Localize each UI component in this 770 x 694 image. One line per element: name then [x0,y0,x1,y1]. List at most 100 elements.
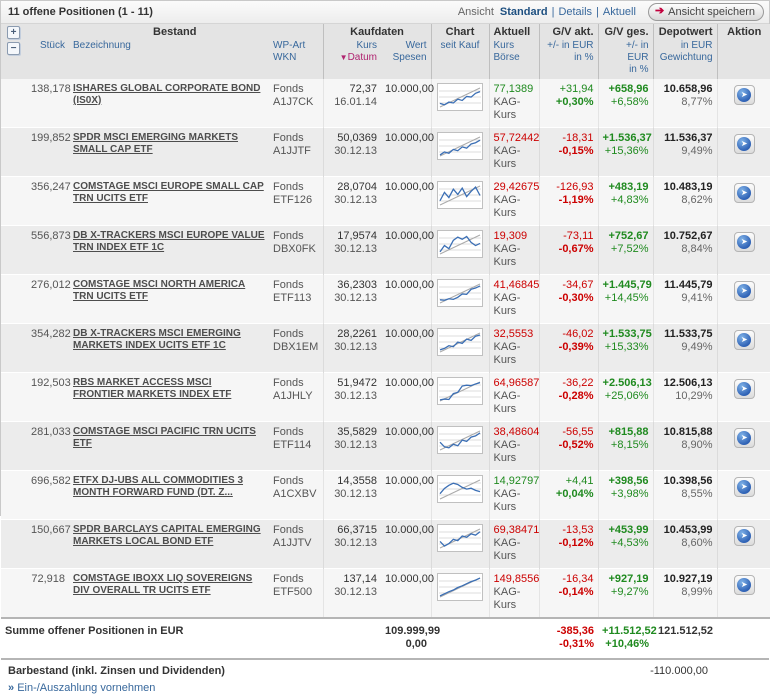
wkn-code: ETF113 [273,292,312,304]
blue-arrow-icon: ➤ [737,284,752,298]
gv-total-pct: +25,06% [604,390,649,402]
summary-gv-total: +11.512,52 +10,46% [598,617,657,658]
gv-today-eur: -73,11 [563,230,594,242]
buy-date: 30.12.13 [334,292,378,304]
price-sparkline [437,573,484,601]
col-stueck[interactable]: Stück [27,39,69,79]
trade-action-button[interactable]: ➤ [733,232,755,252]
buy-value: 10.000,00 [385,132,434,144]
wkn-code: DBX1EM [273,341,319,353]
summary-row: Summe offener Positionen in EUR 109.999,9… [1,617,770,658]
gv-today-pct: -0,15% [558,145,594,157]
buy-price: 28,0704 [337,181,378,193]
wkn-code: A1JJTF [273,145,311,157]
position-value: 12.506,13 [663,377,713,389]
gv-today-eur: +4,41 [565,475,594,487]
position-name-link[interactable]: DB X-TRACKERS MSCI EUROPE VALUE TRN INDE… [73,230,265,253]
current-price: 64,96587 [493,377,540,389]
col-wp-art-wkn[interactable]: WP-Art WKN [269,39,324,79]
view-link-details[interactable]: Details [558,6,593,18]
colgroup-gv-akt: G/V akt. [538,24,599,39]
gv-total-eur: +2.506,13 [602,377,652,389]
price-sparkline [437,524,484,552]
position-weight: 8,99% [681,586,713,598]
gv-total-eur: +927,19 [608,573,649,585]
trade-action-button[interactable]: ➤ [733,134,755,154]
trade-action-button[interactable]: ➤ [733,281,755,301]
row-expand-cell [1,226,27,275]
buy-value: 10.000,00 [385,279,434,291]
chart-cell [430,225,490,275]
shares-count: 192,503 [31,377,71,389]
buy-value: 10.000,00 [385,426,434,438]
current-price: 32,5553 [493,328,534,340]
position-name-link[interactable]: RBS MARKET ACCESS MSCI FRONTIER MARKETS … [73,377,232,400]
trade-action-button[interactable]: ➤ [733,526,755,546]
trade-action-button[interactable]: ➤ [733,575,755,595]
col-seit-kauf: seit Kauf [430,39,490,79]
view-link-standard[interactable]: Standard [499,6,548,18]
wkn-code: A1JHLY [273,390,313,402]
position-name-link[interactable]: ISHARES GLOBAL CORPORATE BOND (IS0X) [73,83,261,106]
deposit-withdraw-link-label: Ein-/Auszahlung vornehmen [17,682,156,694]
price-sparkline [437,279,484,307]
position-row: 199,852 SPDR MSCI EMERGING MARKETS SMALL… [1,127,770,177]
cash-value: -110.000,00 [650,665,708,677]
buy-value: 10.000,00 [385,524,434,536]
col-depotwert-sub[interactable]: in EUR Gewichtung [652,39,718,79]
gv-today-eur: -18,31 [562,132,594,144]
trade-action-button[interactable]: ➤ [733,428,755,448]
buy-date: 30.12.13 [334,586,378,598]
trade-action-button[interactable]: ➤ [733,85,755,105]
position-name-link[interactable]: COMSTAGE IBOXX LIQ SOVEREIGNS DIV OVERAL… [73,573,253,596]
col-gv-akt-sub[interactable]: +/- in EUR in % [538,39,599,79]
topbar: 11 offene Positionen (1 - 11) Ansicht St… [1,1,769,24]
gv-total-eur: +752,67 [608,230,649,242]
price-sparkline [437,132,484,160]
position-name-link[interactable]: COMSTAGE MSCI EUROPE SMALL CAP TRN UCITS… [73,181,264,204]
col-kurs-datum[interactable]: Kurs ▼Datum [322,39,382,79]
gv-total-eur: +453,99 [608,524,649,536]
wkn-code: DBX0FK [273,243,316,255]
blue-arrow-icon: ➤ [737,137,752,151]
position-row: 150,667 SPDR BARCLAYS CAPITAL EMERGING M… [1,519,770,569]
blue-arrow-icon: ➤ [737,480,752,494]
col-wert-spesen[interactable]: Wert Spesen [381,39,432,79]
collapse-all-icon[interactable]: − [7,42,20,55]
gv-today-pct: -0,52% [558,439,594,451]
position-row: 72,918 COMSTAGE IBOXX LIQ SOVEREIGNS DIV… [1,568,770,618]
trade-action-button[interactable]: ➤ [733,477,755,497]
expand-all-icon[interactable]: + [7,26,20,39]
position-name-link[interactable]: SPDR BARCLAYS CAPITAL EMERGING MARKETS L… [73,524,261,547]
blue-arrow-icon: ➤ [737,186,752,200]
trade-action-button[interactable]: ➤ [733,379,755,399]
shares-count: 354,282 [31,328,71,340]
position-value: 10.752,67 [663,230,713,242]
summary-depot-value: 121.512,52 [653,617,718,658]
position-name-link[interactable]: ETFX DJ-UBS ALL COMMODITIES 3 MONTH FORW… [73,475,244,498]
exchange-name: KAG-Kurs [493,145,521,170]
position-value: 11.536,37 [664,132,713,144]
save-view-button[interactable]: ➔ Ansicht speichern [647,3,764,21]
row-expand-cell [1,373,27,422]
gv-total-eur: +815,88 [608,426,649,438]
blue-arrow-icon: ➤ [737,88,752,102]
wkn-code: A1CXBV [273,488,317,500]
position-name-link[interactable]: COMSTAGE MSCI PACIFIC TRN UCITS ETF [73,426,256,449]
trade-action-button[interactable]: ➤ [733,330,755,350]
position-name-link[interactable]: COMSTAGE MSCI NORTH AMERICA TRN UCITS ET… [73,279,246,302]
gv-today-eur: +31,94 [559,83,594,95]
shares-count: 556,873 [31,230,71,242]
col-kurs-boerse[interactable]: Kurs Börse [488,39,540,79]
row-expand-cell [1,275,27,324]
cash-label: Barbestand (inkl. Zinsen und Dividenden) [8,665,225,677]
view-link-aktuell[interactable]: Aktuell [602,6,636,18]
position-name-link[interactable]: DB X-TRACKERS MSCI EMERGING MARKETS INDE… [73,328,241,351]
col-bezeichnung[interactable]: Bezeichnung [69,39,269,79]
deposit-withdraw-link[interactable]: » Ein-/Auszahlung vornehmen [8,682,762,694]
buy-price: 35,5829 [337,426,378,438]
position-name-link[interactable]: SPDR MSCI EMERGING MARKETS SMALL CAP ETF [73,132,239,155]
wkn-code: ETF500 [273,586,313,598]
col-gv-ges-sub[interactable]: +/- in EUR in % [597,39,654,79]
trade-action-button[interactable]: ➤ [733,183,755,203]
